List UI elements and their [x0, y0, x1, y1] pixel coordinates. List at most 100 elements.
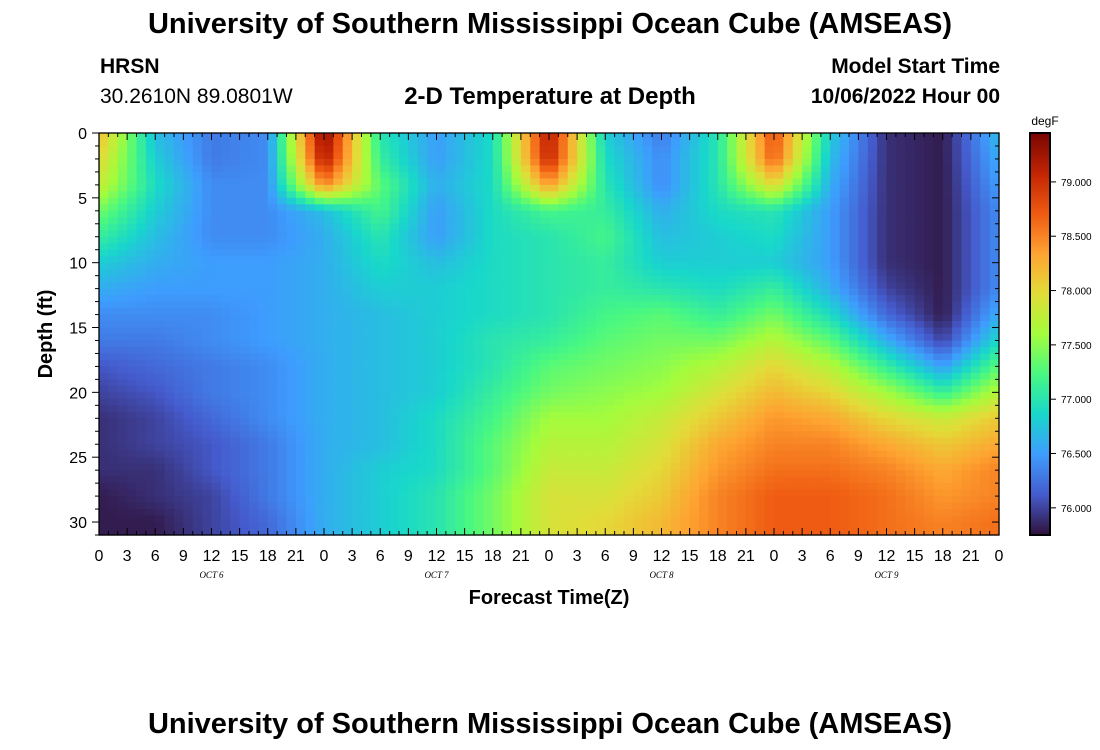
heatmap-cell — [652, 133, 663, 141]
heatmap-cell — [183, 139, 194, 147]
heatmap-cell — [539, 249, 550, 257]
heatmap-cell — [324, 295, 334, 303]
heatmap-cell — [286, 340, 297, 348]
heatmap-cell — [624, 308, 634, 316]
heatmap-cell — [633, 340, 644, 348]
heatmap-cell — [127, 152, 138, 160]
heatmap-cell — [680, 308, 691, 316]
heatmap-cell — [511, 379, 522, 387]
heatmap-cell — [849, 236, 859, 244]
heatmap-cell — [483, 405, 494, 413]
heatmap-cell — [924, 230, 934, 238]
heatmap-cell — [267, 249, 278, 257]
heatmap-cell — [483, 327, 494, 335]
heatmap-cell — [567, 308, 578, 316]
heatmap-cell — [202, 243, 213, 251]
heatmap-cell — [764, 165, 775, 173]
heatmap-cell — [736, 372, 747, 380]
heatmap-cell — [680, 385, 691, 393]
heatmap-cell — [417, 411, 428, 419]
heatmap-cell — [933, 236, 944, 244]
heatmap-cell — [886, 191, 897, 199]
heatmap-cell — [436, 444, 447, 452]
heatmap-cell — [333, 327, 344, 335]
heatmap-cell — [520, 223, 531, 231]
heatmap-cell — [895, 243, 906, 251]
heatmap-cell — [755, 295, 766, 303]
heatmap-cell — [305, 269, 316, 277]
heatmap-cell — [211, 236, 222, 244]
heatmap-cell — [670, 165, 681, 173]
heatmap-cell — [305, 204, 316, 212]
heatmap-cell — [652, 463, 663, 471]
heatmap-cell — [249, 158, 259, 167]
heatmap-cell — [586, 463, 597, 471]
heatmap-cell — [942, 308, 953, 316]
heatmap-cell — [483, 457, 494, 465]
heatmap-cell — [549, 457, 559, 465]
heatmap-cell — [230, 346, 241, 355]
heatmap-cell — [774, 249, 784, 257]
heatmap-cell — [961, 275, 972, 283]
heatmap-cell — [755, 450, 766, 458]
heatmap-cell — [624, 411, 634, 419]
heatmap-cell — [942, 145, 953, 154]
heatmap-cell — [849, 321, 859, 329]
heatmap-cell — [127, 372, 138, 380]
heatmap-cell — [474, 346, 484, 355]
heatmap-cell — [605, 301, 616, 309]
heatmap-cell — [605, 405, 616, 413]
heatmap-cell — [745, 437, 756, 445]
heatmap-cell — [183, 152, 194, 160]
heatmap-cell — [305, 197, 316, 205]
heatmap-cell — [464, 145, 475, 154]
heatmap-cell — [239, 379, 250, 387]
heatmap-cell — [258, 171, 269, 179]
heatmap-cell — [717, 145, 728, 154]
heatmap-cell — [389, 256, 400, 264]
heatmap-cell — [877, 418, 888, 426]
heatmap-cell — [295, 392, 306, 400]
heatmap-cell — [389, 139, 400, 147]
heatmap-cell — [389, 353, 400, 361]
heatmap-cell — [699, 424, 709, 432]
heatmap-cell — [980, 372, 991, 380]
heatmap-cell — [652, 191, 663, 199]
heatmap-cell — [670, 295, 681, 303]
heatmap-cell — [558, 184, 569, 192]
heatmap-cell — [380, 379, 391, 387]
heatmap-cell — [689, 256, 700, 264]
heatmap-cell — [455, 301, 466, 309]
heatmap-cell — [202, 145, 213, 154]
heatmap-cell — [408, 256, 419, 264]
heatmap-cell — [192, 353, 203, 361]
heatmap-cell — [839, 217, 850, 225]
heatmap-cell — [511, 463, 522, 471]
heatmap-cell — [849, 145, 859, 154]
heatmap-cell — [727, 321, 738, 329]
heatmap-cell — [736, 353, 747, 361]
heatmap-cell — [530, 314, 541, 322]
heatmap-cell — [886, 372, 897, 380]
heatmap-cell — [755, 223, 766, 231]
heatmap-cell — [849, 295, 859, 303]
heatmap-cell — [680, 444, 691, 452]
heatmap-cell — [474, 418, 484, 426]
heatmap-cell — [745, 334, 756, 342]
heatmap-cell — [305, 249, 316, 257]
heatmap-cell — [558, 145, 569, 154]
heatmap-cell — [586, 243, 597, 251]
heatmap-cell — [352, 359, 363, 368]
heatmap-cell — [933, 178, 944, 186]
heatmap-cell — [980, 437, 991, 445]
heatmap-cell — [361, 288, 372, 296]
heatmap-cell — [745, 340, 756, 348]
heatmap-cell — [595, 256, 606, 264]
heatmap-cell — [577, 282, 588, 290]
heatmap-cell — [295, 411, 306, 419]
heatmap-cell — [680, 366, 691, 374]
heatmap-cell — [295, 178, 306, 186]
heatmap-cell — [652, 314, 663, 322]
heatmap-cell — [633, 359, 644, 368]
heatmap-cell — [295, 314, 306, 322]
